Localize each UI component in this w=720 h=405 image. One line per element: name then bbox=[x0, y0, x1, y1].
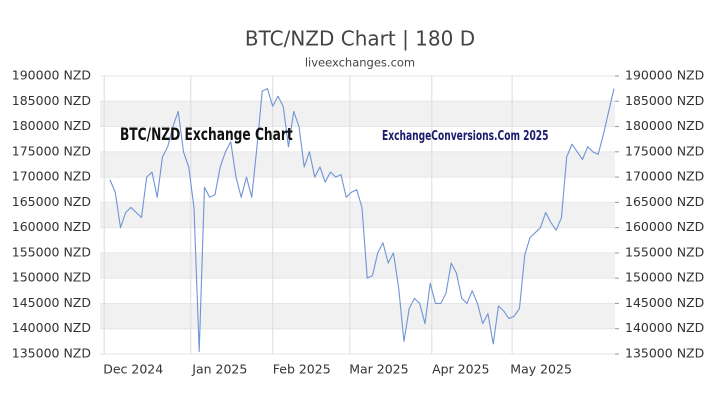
y2-tick-label: 145000 NZD bbox=[625, 295, 704, 310]
y2-tick-label: 150000 NZD bbox=[625, 270, 704, 285]
x-tick-label: Dec 2024 bbox=[103, 362, 163, 377]
x-tick-label: May 2025 bbox=[510, 362, 572, 377]
grid-band bbox=[100, 252, 615, 279]
y-tick-label: 185000 NZD bbox=[12, 93, 91, 108]
grid-band bbox=[100, 202, 615, 228]
grid-band bbox=[100, 101, 615, 127]
y2-tick-label: 180000 NZD bbox=[625, 118, 704, 133]
y2-tick-label: 140000 NZD bbox=[625, 320, 704, 335]
x-tick-label: Apr 2025 bbox=[432, 362, 489, 377]
y-tick-label: 165000 NZD bbox=[12, 194, 91, 209]
line-series bbox=[109, 88, 615, 353]
y-tick-label: 135000 NZD bbox=[12, 346, 91, 361]
y-tick-label: 150000 NZD bbox=[12, 270, 91, 285]
y-tick-label: 140000 NZD bbox=[12, 320, 91, 335]
chart-subtitle: liveexchanges.com bbox=[305, 56, 415, 70]
y2-tick-label: 175000 NZD bbox=[625, 143, 704, 158]
annotation: ExchangeConversions.Com 2025 bbox=[382, 128, 548, 144]
y-tick-label: 145000 NZD bbox=[12, 295, 91, 310]
y-tick-label: 190000 NZD bbox=[12, 68, 91, 83]
y2-tick-label: 135000 NZD bbox=[625, 346, 704, 361]
y2-tick-label: 160000 NZD bbox=[625, 219, 704, 234]
y-tick-label: 160000 NZD bbox=[12, 219, 91, 234]
y-tick-label: 155000 NZD bbox=[12, 244, 91, 259]
y2-tick-label: 155000 NZD bbox=[625, 244, 704, 259]
grid-band bbox=[100, 151, 615, 178]
y2-tick-label: 165000 NZD bbox=[625, 194, 704, 209]
chart-title: BTC/NZD Chart | 180 D bbox=[245, 27, 475, 51]
y-tick-label: 170000 NZD bbox=[12, 169, 91, 184]
x-tick-label: Feb 2025 bbox=[273, 362, 331, 377]
y-tick-label: 180000 NZD bbox=[12, 118, 91, 133]
y-tick-label: 175000 NZD bbox=[12, 143, 91, 158]
y2-tick-label: 190000 NZD bbox=[625, 68, 704, 83]
x-tick-label: Mar 2025 bbox=[349, 362, 408, 377]
grid bbox=[100, 75, 615, 355]
annotation: BTC/NZD Exchange Chart bbox=[120, 125, 293, 145]
grid-band bbox=[100, 303, 615, 329]
x-tick-label: Jan 2025 bbox=[191, 362, 247, 377]
y2-tick-label: 170000 NZD bbox=[625, 169, 704, 184]
y2-tick-label: 185000 NZD bbox=[625, 93, 704, 108]
plot bbox=[109, 88, 615, 353]
